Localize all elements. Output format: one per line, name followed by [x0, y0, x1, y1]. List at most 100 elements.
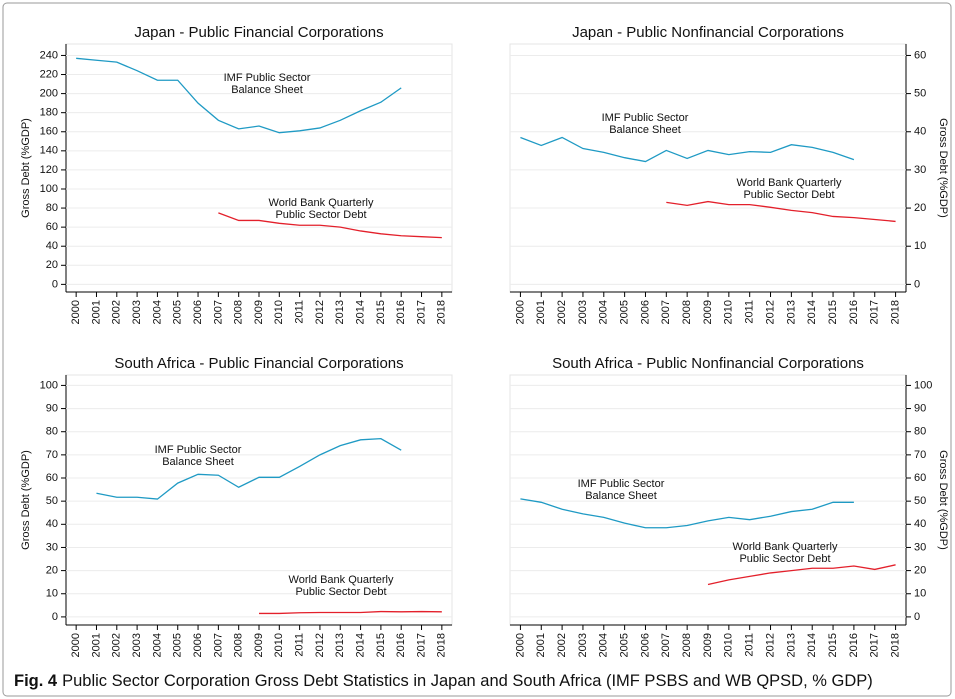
- x-tick-label: 2004: [598, 633, 610, 657]
- x-tick-label: 2018: [436, 633, 448, 657]
- x-tick-label: 2017: [415, 300, 427, 324]
- y-tick-label: 220: [40, 68, 58, 80]
- y-tick-label: 80: [46, 426, 58, 438]
- x-tick-label: 2016: [395, 633, 407, 657]
- x-tick-label: 2007: [660, 300, 672, 324]
- x-tick-label: 2002: [111, 300, 123, 324]
- x-tick-label: 2015: [827, 633, 839, 657]
- x-tick-label: 2002: [556, 300, 568, 324]
- x-tick-label: 2004: [151, 300, 163, 324]
- chart-title: Japan - Public Financial Corporations: [134, 24, 383, 41]
- y-tick-label: 0: [52, 611, 58, 623]
- series-line: [666, 200, 896, 223]
- y-tick-label: 50: [914, 495, 926, 507]
- y-tick-label: 10: [914, 240, 926, 252]
- y-tick-label: 0: [52, 278, 58, 290]
- x-tick-label: 2011: [744, 633, 756, 657]
- caption-label: Fig. 4: [14, 672, 58, 690]
- annotation: IMF Public Sector: [578, 478, 665, 490]
- x-tick-label: 2013: [785, 633, 797, 657]
- y-axis-label: Gross Debt (%GDP): [937, 118, 949, 218]
- x-tick-label: 2003: [131, 633, 143, 657]
- y-tick-label: 160: [40, 126, 58, 138]
- series-line: [96, 437, 402, 500]
- annotation: Balance Sheet: [162, 456, 234, 468]
- series-line: [520, 136, 855, 163]
- x-tick-label: 2018: [436, 300, 448, 324]
- y-tick-label: 100: [40, 183, 58, 195]
- x-tick-label: 2018: [889, 300, 901, 324]
- y-tick-label: 30: [46, 541, 58, 553]
- x-tick-label: 2009: [702, 633, 714, 657]
- y-tick-label: 20: [914, 565, 926, 577]
- y-tick-label: 90: [914, 402, 926, 414]
- y-tick-label: 240: [40, 49, 58, 61]
- x-tick-label: 2016: [848, 300, 860, 324]
- x-tick-label: 2005: [172, 300, 184, 324]
- x-tick-label: 2014: [354, 633, 366, 657]
- annotation: Balance Sheet: [609, 124, 681, 136]
- x-tick-label: 2016: [848, 633, 860, 657]
- x-tick-label: 2000: [70, 300, 82, 324]
- x-tick-label: 2011: [744, 300, 756, 324]
- x-tick-label: 2008: [681, 300, 693, 324]
- annotation: Balance Sheet: [585, 490, 657, 502]
- chart-title: South Africa - Public Financial Corporat…: [114, 355, 403, 372]
- annotation: Public Sector Debt: [295, 586, 386, 598]
- series-line: [76, 57, 402, 134]
- annotation: IMF Public Sector: [602, 112, 689, 124]
- y-tick-label: 80: [914, 426, 926, 438]
- annotation: IMF Public Sector: [155, 444, 242, 456]
- y-tick-label: 0: [914, 278, 920, 290]
- x-tick-label: 2006: [639, 633, 651, 657]
- x-tick-label: 2012: [764, 300, 776, 324]
- x-tick-label: 2004: [598, 300, 610, 324]
- x-tick-label: 2008: [233, 633, 245, 657]
- y-tick-label: 60: [914, 472, 926, 484]
- x-tick-label: 2017: [869, 300, 881, 324]
- x-tick-label: 2000: [514, 300, 526, 324]
- plot-area: [509, 43, 907, 293]
- annotation: IMF Public Sector: [224, 72, 311, 84]
- annotation: Balance Sheet: [231, 84, 303, 96]
- x-tick-label: 2007: [660, 633, 672, 657]
- x-tick-label: 2006: [192, 300, 204, 324]
- x-tick-label: 2011: [294, 633, 306, 657]
- annotation: World Bank Quarterly: [269, 197, 374, 209]
- y-tick-label: 0: [914, 611, 920, 623]
- y-tick-label: 70: [914, 449, 926, 461]
- x-tick-label: 2007: [212, 300, 224, 324]
- y-tick-label: 200: [40, 88, 58, 100]
- x-tick-label: 2001: [90, 300, 102, 324]
- y-tick-label: 50: [914, 88, 926, 100]
- series-line: [218, 212, 442, 239]
- x-tick-label: 2013: [334, 300, 346, 324]
- y-tick-label: 10: [914, 588, 926, 600]
- y-tick-label: 80: [46, 202, 58, 214]
- y-tick-label: 60: [914, 49, 926, 61]
- y-tick-label: 20: [914, 202, 926, 214]
- x-tick-label: 2000: [70, 633, 82, 657]
- x-tick-label: 2015: [827, 300, 839, 324]
- y-tick-label: 50: [46, 495, 58, 507]
- y-tick-label: 40: [914, 518, 926, 530]
- annotation: Public Sector Debt: [275, 209, 366, 221]
- y-tick-label: 10: [46, 588, 58, 600]
- x-tick-label: 2014: [354, 300, 366, 324]
- series-line: [707, 564, 896, 586]
- chart-title: Japan - Public Nonfinancial Corporations: [572, 24, 844, 41]
- annotation: World Bank Quarterly: [289, 574, 394, 586]
- y-axis-label: Gross Debt (%GDP): [20, 118, 32, 218]
- x-tick-label: 2013: [334, 633, 346, 657]
- caption: Fig. 4 Public Sector Corporation Gross De…: [14, 672, 873, 690]
- x-tick-label: 2002: [556, 633, 568, 657]
- x-tick-label: 2009: [253, 633, 265, 657]
- y-tick-label: 60: [46, 221, 58, 233]
- x-tick-label: 2009: [702, 300, 714, 324]
- x-tick-label: 2010: [723, 300, 735, 324]
- series-line: [520, 498, 854, 529]
- annotation: Public Sector Debt: [739, 553, 830, 565]
- y-tick-label: 20: [46, 565, 58, 577]
- x-tick-label: 2001: [535, 633, 547, 657]
- x-tick-label: 2005: [172, 633, 184, 657]
